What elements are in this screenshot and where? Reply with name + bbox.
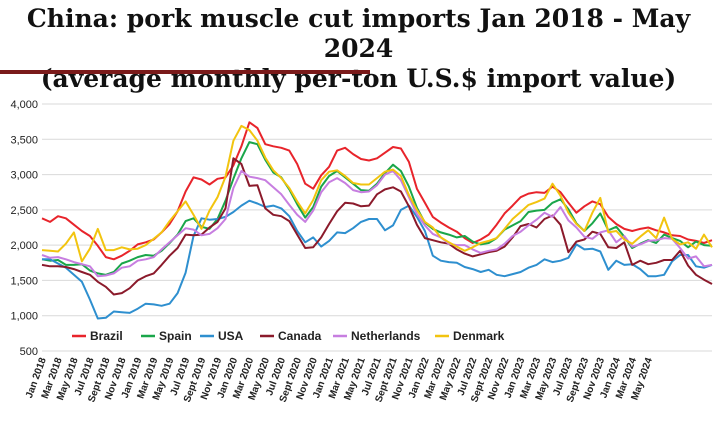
series-line-brazil bbox=[41, 121, 713, 261]
legend-label: Brazil bbox=[90, 329, 123, 343]
series-lines bbox=[41, 121, 713, 320]
y-tick-label: 1,000 bbox=[10, 311, 38, 323]
legend-label: Canada bbox=[278, 329, 322, 343]
legend-label: Netherlands bbox=[351, 329, 421, 343]
series-line-spain bbox=[41, 141, 713, 276]
y-tick-label: 4,000 bbox=[10, 99, 38, 111]
title-underline bbox=[0, 70, 370, 74]
legend-label: USA bbox=[218, 329, 244, 343]
y-tick-label: 2,000 bbox=[10, 240, 38, 252]
gridlines bbox=[42, 103, 712, 352]
series-line-netherlands bbox=[41, 170, 713, 278]
legend-label: Spain bbox=[159, 329, 192, 343]
legend-label: Denmark bbox=[453, 329, 505, 343]
y-tick-label: 3,500 bbox=[10, 134, 38, 146]
y-tick-label: 2,500 bbox=[10, 205, 38, 217]
chart-title-block: China: pork muscle cut imports Jan 2018 … bbox=[0, 4, 717, 94]
chart-subtitle: (average monthly per-ton U.S.$ import va… bbox=[40, 64, 677, 93]
y-axis-ticks: 500 1,000 1,500 2,000 2,500 3,000 3,500 4,000 bbox=[10, 99, 38, 358]
chart-title: China: pork muscle cut imports Jan 2018 … bbox=[26, 4, 691, 63]
y-tick-label: 3,000 bbox=[10, 170, 38, 182]
y-tick-label: 500 bbox=[20, 346, 38, 358]
series-line-canada bbox=[41, 157, 713, 296]
series-line-denmark bbox=[41, 124, 713, 263]
legend: Brazil Spain USA Canada Netherlands Denmark bbox=[72, 329, 505, 343]
series-line-usa bbox=[42, 199, 713, 320]
y-tick-label: 1,500 bbox=[10, 275, 38, 287]
